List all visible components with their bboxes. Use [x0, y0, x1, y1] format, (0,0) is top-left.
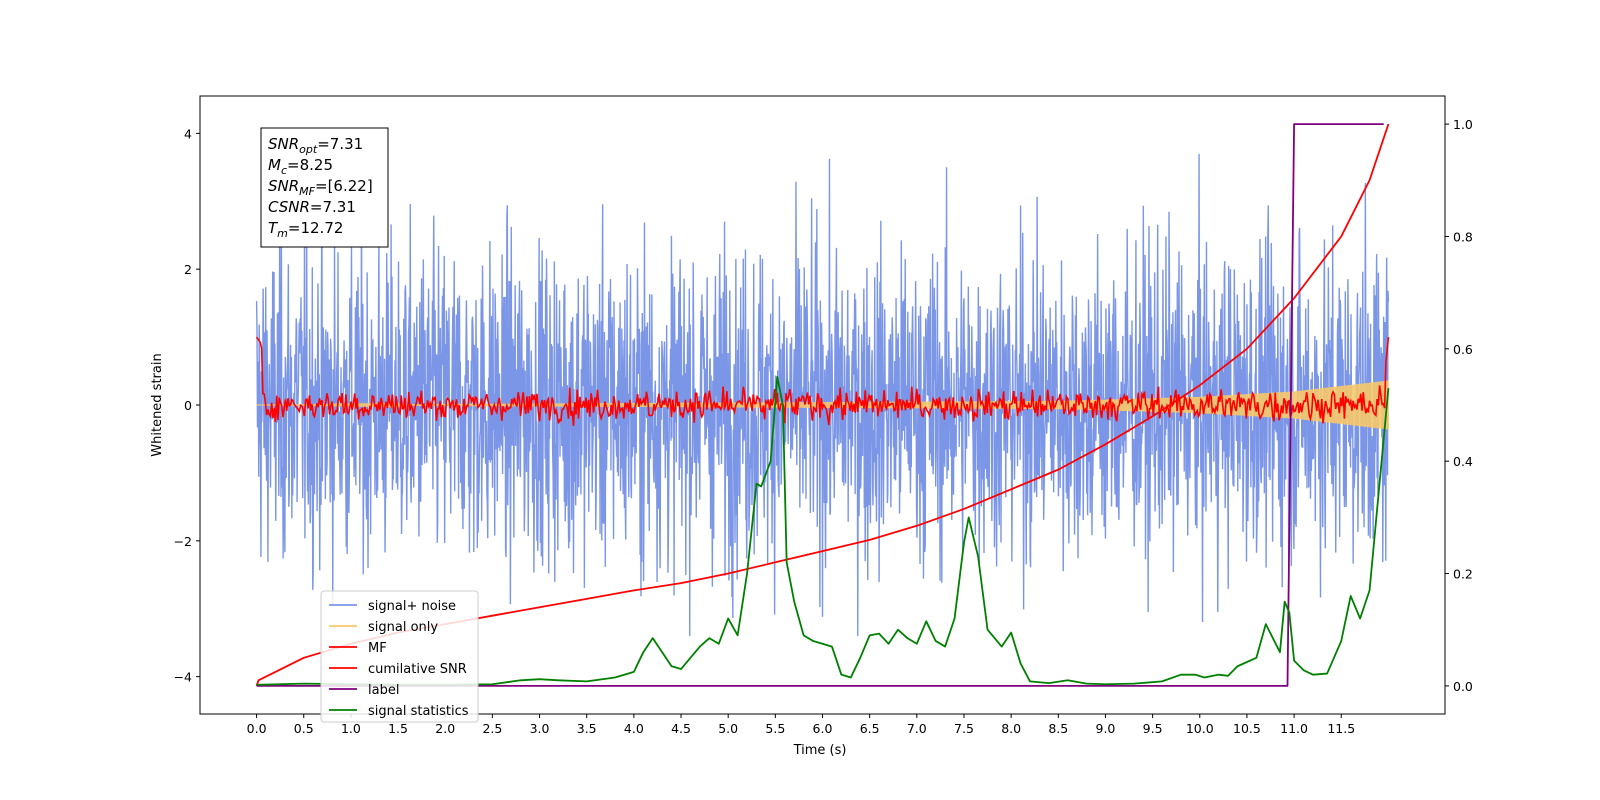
info-box-frame	[260, 127, 389, 248]
legend-label-signal-noise: signal+ noise	[368, 599, 456, 614]
x-axis-label: Time (s)	[793, 743, 847, 758]
y2-tick-label: 0.6	[1453, 342, 1473, 357]
x-tick-label: 4.0	[624, 721, 644, 736]
y-tick-label: −4	[174, 670, 192, 685]
x-tick-label: 6.0	[813, 721, 833, 736]
x-tick-label: 11.5	[1327, 721, 1355, 736]
series-mf	[255, 336, 1390, 426]
x-tick-label: 2.5	[482, 721, 502, 736]
y2-tick-label: 0.8	[1453, 229, 1473, 244]
x-tick-label: 0.5	[294, 721, 314, 736]
y2-tick-label: 0.2	[1453, 567, 1473, 582]
y-tick-label: 4	[184, 126, 192, 141]
legend-label-cumilative-snr: cumilative SNR	[368, 662, 467, 677]
x-tick-label: 9.0	[1096, 721, 1116, 736]
axis-ticks: 0.0 0.5 1.0 1.5 2.0 2.5 3.0 3.5 4.0 4.5 5.0 5.5 6.0 6…	[174, 117, 1473, 736]
y2-tick-label: 0.0	[1453, 679, 1473, 694]
x-tick-label: 1.5	[388, 721, 408, 736]
legend-label-signal-only: signal only	[368, 620, 438, 635]
y-axis-label: Whitened strain	[150, 353, 165, 456]
x-tick-label: 2.0	[435, 721, 455, 736]
x-tick-label: 5.5	[765, 721, 785, 736]
x-tick-label: 9.5	[1143, 721, 1163, 736]
info-line-csnr: CSNR=7.31	[268, 198, 356, 216]
info-line-snr-mf: SNRMF=[6.22]	[268, 177, 373, 198]
info-line-t-m: Tm=12.72	[268, 219, 343, 240]
info-line-snr-opt: SNRopt=7.31	[268, 135, 363, 156]
series-signal-statistics	[256, 376, 1390, 686]
x-tick-label: 3.5	[577, 721, 597, 736]
x-tick-label: 5.0	[718, 721, 738, 736]
x-tick-label: 8.0	[1001, 721, 1021, 736]
y2-tick-label: 0.4	[1453, 454, 1473, 469]
x-tick-label: 4.5	[671, 721, 691, 736]
x-tick-label: 7.5	[954, 721, 974, 736]
x-tick-label: 1.0	[341, 721, 361, 736]
legend-frame	[320, 590, 479, 723]
x-tick-label: 10.5	[1233, 721, 1261, 736]
legend-label-signal-statistics: signal statistics	[368, 704, 469, 719]
legend: signal+ noise signal only MF cumilative SNR…	[320, 590, 479, 723]
x-tick-label: 6.5	[860, 721, 880, 736]
x-tick-label: 10.0	[1186, 721, 1214, 736]
x-tick-label: 3.0	[530, 721, 550, 736]
y2-tick-label: 1.0	[1453, 117, 1473, 132]
x-tick-label: 0.0	[247, 721, 267, 736]
legend-label-mf: MF	[368, 641, 387, 656]
x-tick-label: 7.0	[907, 721, 927, 736]
y-tick-label: 2	[184, 262, 192, 277]
series-label	[256, 123, 1384, 687]
y-tick-label: −2	[174, 534, 192, 549]
info-line-m-c: Mc=8.25	[268, 156, 333, 177]
y-tick-label: 0	[184, 398, 192, 413]
x-tick-label: 11.0	[1280, 721, 1308, 736]
x-tick-label: 8.5	[1048, 721, 1068, 736]
legend-label-label: label	[368, 683, 399, 698]
series-signal-noise	[255, 153, 1390, 636]
